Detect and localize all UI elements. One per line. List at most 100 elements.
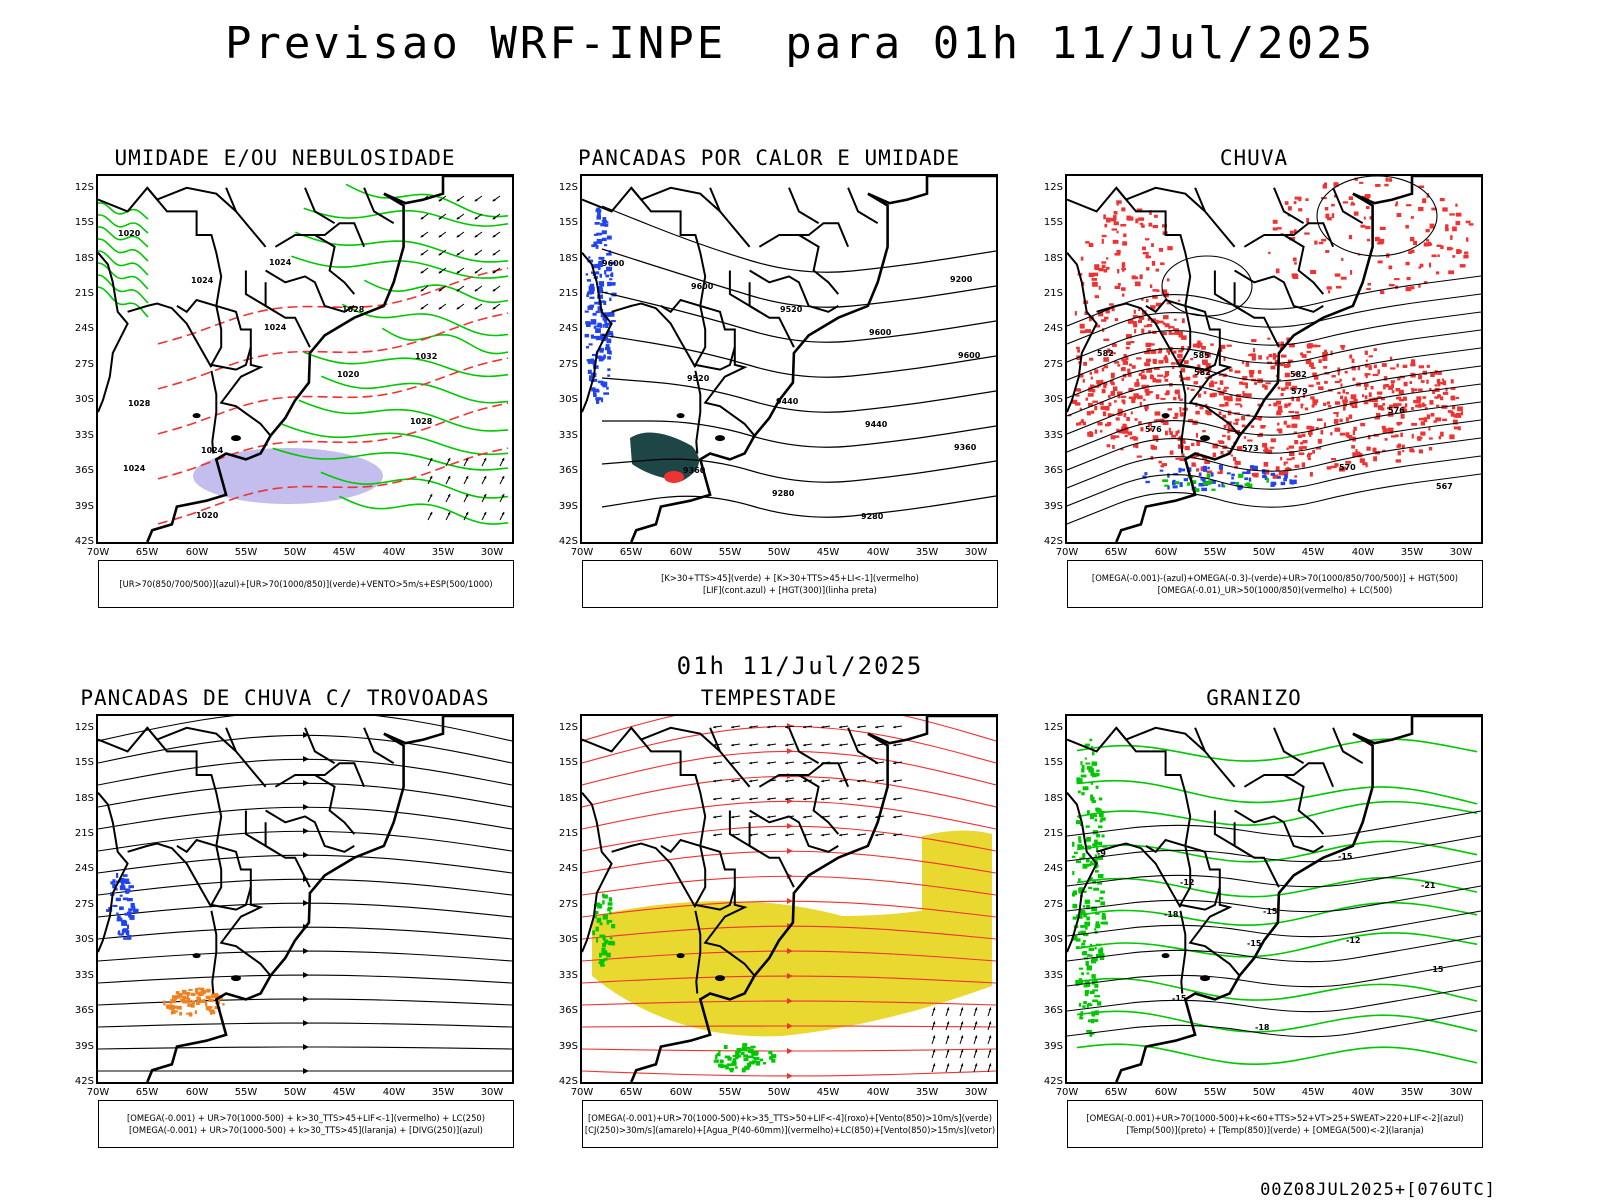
streamline: [582, 825, 996, 852]
lifted-index-contour-cell: [597, 306, 602, 311]
rain-area-cell: [1152, 295, 1158, 299]
divergence-area-cell: [122, 919, 127, 923]
wind-vector-head: [731, 815, 734, 819]
lifted-index-contour-cell: [611, 320, 616, 323]
lifted-index-contour-cell: [594, 222, 600, 225]
border-line: [264, 822, 311, 888]
rain-area-cell: [1235, 460, 1241, 465]
rain-area-cell: [1292, 274, 1299, 279]
rain-area-cell: [1249, 373, 1254, 378]
lifted-index-contour-cell: [593, 388, 599, 392]
panel-legend: [OMEGA(-0.001)+UR>70(1000-500)+k<60+TTS>…: [1067, 1100, 1483, 1148]
rain-area-cell: [1312, 372, 1317, 377]
rain-area-cell: [1339, 467, 1345, 472]
rain-area-cell: [1418, 417, 1425, 421]
rain-area-cell: [1377, 260, 1383, 264]
omega-area-cell: [1159, 469, 1164, 472]
rain-area-cell: [1284, 386, 1289, 390]
wind-vector-head: [960, 1035, 964, 1039]
lifted-index-contour-cell: [600, 232, 603, 236]
lon-tick-label: 45W: [1301, 1087, 1325, 1098]
temp850-contour-cell: [1077, 844, 1083, 849]
rain-area-cell: [1094, 429, 1098, 434]
wind-vector-head: [932, 1021, 936, 1025]
rain-area-cell: [1240, 404, 1243, 408]
legend-line: [OMEGA(-0.001)+UR>70(1000-500)+k>35_TTS>…: [588, 1113, 992, 1123]
wind-vector-head: [803, 743, 806, 747]
rain-area-cell: [1357, 366, 1361, 371]
wind-850-area-cell: [721, 1064, 728, 1068]
temp850-contour-cell: [1080, 925, 1085, 928]
rain-area-cell: [1382, 428, 1388, 433]
temp850-contour-cell: [1079, 778, 1083, 784]
rain-area-cell: [1102, 411, 1107, 417]
rain-area-cell: [1334, 463, 1339, 467]
temp850-contour-cell: [1090, 796, 1095, 801]
omega-area-cell: [1210, 472, 1214, 477]
rain-area-cell: [1311, 344, 1317, 348]
thickness-contour: [157, 312, 509, 390]
thunderstorm-area-cell: [203, 998, 206, 1003]
rain-area-cell: [1222, 389, 1227, 393]
rain-area-cell: [1205, 409, 1208, 415]
lat-tick-label: 15S: [558, 217, 578, 228]
thickness-contour: [157, 267, 509, 345]
rain-area-cell: [1141, 298, 1144, 301]
rain-area-cell: [1331, 203, 1335, 207]
base-map: [582, 716, 996, 1082]
rain-area-cell: [1141, 370, 1145, 374]
legend-line: [OMEGA(-0.01)_UR>50(1000/850)(vermelho) …: [1157, 585, 1393, 595]
rain-area-cell: [1399, 398, 1404, 402]
omega-strong-area-cell: [1192, 480, 1197, 485]
rain-area-cell: [1345, 392, 1349, 395]
lifted-index-contour-cell: [590, 358, 595, 364]
temp850-contour-cell: [1072, 841, 1075, 847]
rain-area-cell: [1307, 452, 1313, 455]
wind-vector-head: [731, 761, 734, 765]
thunderstorm-area-cell: [214, 1005, 219, 1009]
coastline-north: [867, 176, 996, 205]
rain-area-cell: [1364, 350, 1368, 355]
lifted-index-contour-cell: [599, 273, 602, 278]
rain-area-cell: [1089, 357, 1094, 361]
rain-area-cell: [1342, 389, 1346, 394]
humidity-low-level-contour: [291, 255, 509, 279]
temp850-contour-cell: [1086, 916, 1090, 921]
wind-850-area-cell: [720, 1064, 724, 1069]
rain-area-cell: [1325, 250, 1330, 253]
omega-area-cell: [1207, 466, 1210, 470]
rain-area-cell: [1429, 223, 1435, 229]
wind-vector-head: [857, 797, 860, 801]
rain-area-cell: [1107, 413, 1111, 418]
lon-tick-label: 50W: [767, 1087, 791, 1098]
rain-area-cell: [1072, 399, 1078, 404]
thunderstorm-area-cell: [170, 1010, 174, 1015]
hgt500-closed-contour: [1161, 255, 1253, 317]
rain-area-cell: [1094, 265, 1100, 271]
rain-area-cell: [1373, 364, 1377, 369]
lifted-index-contour-cell: [585, 273, 589, 276]
rain-area-cell: [1162, 331, 1167, 336]
rain-area-cell: [1148, 330, 1151, 334]
lon-tick-label: 45W: [816, 1087, 840, 1098]
streamline-arrow: [303, 972, 309, 978]
rain-area-cell: [1155, 419, 1162, 422]
hgt300-contour: [601, 334, 996, 378]
temp850-contour-cell: [1085, 982, 1091, 988]
rain-area-cell: [1300, 406, 1303, 409]
rain-area-cell: [1120, 409, 1123, 414]
rain-area-cell: [1133, 396, 1136, 400]
wind-vector-head: [438, 216, 442, 220]
wind-vector-head: [893, 779, 896, 783]
streamline: [98, 1022, 512, 1028]
omega-area-cell: [1203, 466, 1208, 472]
rain-area-cell: [1360, 224, 1366, 228]
lon-tick-label: 50W: [1252, 1087, 1276, 1098]
rain-area-cell: [1164, 358, 1169, 363]
hgt300-contour: [601, 458, 996, 483]
wind-vector-head: [447, 475, 451, 479]
divergence-area-cell: [116, 872, 119, 878]
streamline: [582, 875, 996, 896]
rain-area-cell: [1435, 417, 1442, 422]
lifted-index-contour-cell: [605, 344, 610, 348]
